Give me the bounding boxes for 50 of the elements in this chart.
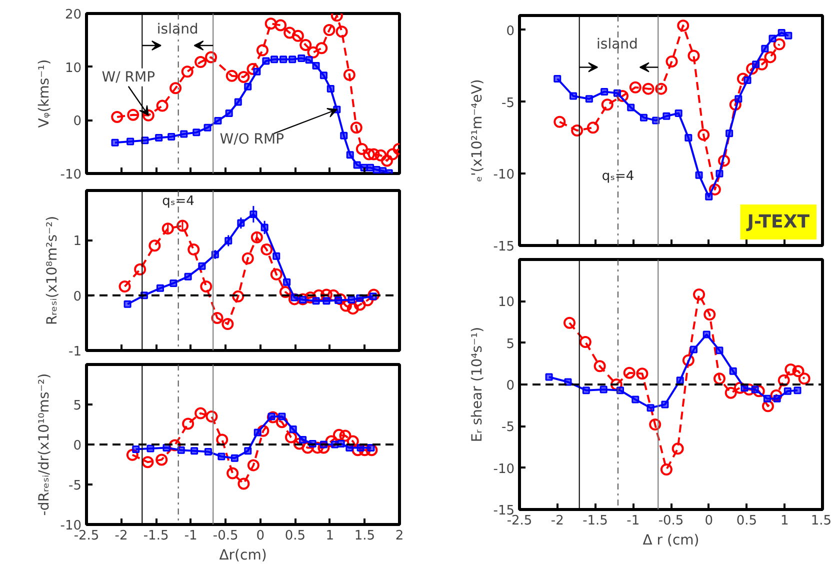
x-tick-label: 0 xyxy=(704,514,714,528)
annotation: island xyxy=(596,36,638,52)
x-tick-label: 0 xyxy=(256,528,265,544)
y-tick-label: 0 xyxy=(73,289,82,304)
y-tick-label: -5 xyxy=(502,420,515,436)
y-tick-label: 1 xyxy=(73,234,82,250)
x-tick-label: -1 xyxy=(626,514,640,528)
y-tick-label: 20 xyxy=(64,8,82,22)
x-tick-label: -1 xyxy=(184,528,198,544)
y-tick-label: -10 xyxy=(493,462,514,477)
x-tick-label: -2 xyxy=(114,528,128,544)
annotation: island xyxy=(156,22,198,38)
x-tick-label: 0.5 xyxy=(284,528,306,544)
y-tick-label: 5 xyxy=(73,398,82,414)
y-tick-label: -15 xyxy=(493,240,514,254)
x-tick-label: -2 xyxy=(550,514,564,528)
annotation: qₛ=4 xyxy=(162,194,194,210)
y-axis-title: ₑ'(x10²¹m⁻⁴eV) xyxy=(469,79,486,182)
x-tick-label: 1.5 xyxy=(810,514,831,528)
annotation: J-TEXT xyxy=(745,212,810,232)
y-axis-title: Vᵩ(kms⁻¹) xyxy=(36,59,52,128)
x-tick-label: -1.5 xyxy=(143,528,169,544)
annotation: qₛ=4 xyxy=(602,169,634,184)
y-tick-label: 0 xyxy=(506,24,515,39)
x-axis-title: Δr(cm) xyxy=(219,548,267,564)
x-tick-label: -0.5 xyxy=(212,528,238,544)
y-tick-label: 5 xyxy=(506,336,515,352)
x-tick-label: 0.5 xyxy=(736,514,758,528)
x-tick-label: 1.5 xyxy=(354,528,376,544)
y-axis-title: Rᵣₑₛᵢ(x10⁸m²s⁻²) xyxy=(44,216,61,326)
y-tick-label: 0 xyxy=(506,378,515,394)
y-tick-label: 0 xyxy=(73,114,82,130)
x-tick-label: 2 xyxy=(395,528,404,544)
annotation: W/O RMP xyxy=(220,132,284,148)
y-tick-label: -5 xyxy=(68,478,82,494)
y-axis-title: -dRᵣₑₛᵢ/dr(x10¹⁰ms⁻²) xyxy=(36,373,52,516)
x-tick-label: -0.5 xyxy=(658,514,684,528)
y-tick-label: -10 xyxy=(493,168,514,183)
y-tick-label: 0 xyxy=(73,438,82,454)
x-tick-label: -1.5 xyxy=(582,514,608,528)
x-axis-title: Δ r (cm) xyxy=(642,532,700,548)
y-tick-label: -10 xyxy=(60,168,82,182)
x-tick-label: 1 xyxy=(326,528,334,544)
x-tick-label: 1 xyxy=(780,514,789,528)
y-tick-label: 10 xyxy=(64,60,82,76)
y-tick-label: -1 xyxy=(68,344,82,360)
annotation: W/ RMP xyxy=(102,69,156,86)
y-tick-label: 10 xyxy=(498,295,515,310)
y-axis-title: Eᵣ shear (10⁴s⁻¹) xyxy=(469,326,486,442)
y-tick-label: -5 xyxy=(502,96,515,111)
